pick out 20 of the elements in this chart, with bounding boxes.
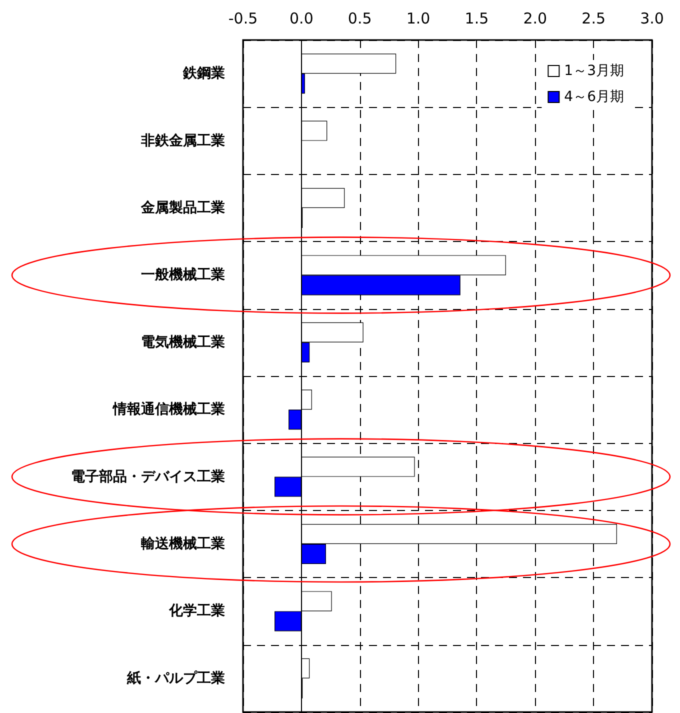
y-tick-label: 電気機械工業 [141,334,225,350]
x-tick-label: 2.0 [523,10,548,28]
x-tick-label: -0.5 [228,10,258,28]
y-tick-label: 金属製品工業 [140,200,225,216]
x-tick-label: 0.0 [290,10,314,28]
x-tick-label: 1.0 [406,10,430,28]
y-tick-label: 化学工業 [168,603,225,620]
y-tick-label: 一般機械工業 [141,267,225,284]
y-tick-label: 情報通信機械工業 [112,400,225,418]
y-tick-label: 輸送機械工業 [140,536,225,552]
legend-label: 1～3月期 [564,63,624,79]
x-tick-label: 3.0 [640,10,664,28]
x-tick-label: 2.5 [582,10,606,28]
y-tick-label: 紙・パルプ工業 [126,669,225,686]
y-tick-label: 非鉄金属工業 [140,132,225,149]
y-tick-label: 電子部品・デバイス工業 [71,468,225,485]
x-tick-label: 0.5 [348,10,372,28]
y-tick-label: 鉄鋼業 [182,66,225,82]
legend-label: 4～6月期 [564,89,624,105]
x-tick-label: 1.5 [464,10,489,28]
